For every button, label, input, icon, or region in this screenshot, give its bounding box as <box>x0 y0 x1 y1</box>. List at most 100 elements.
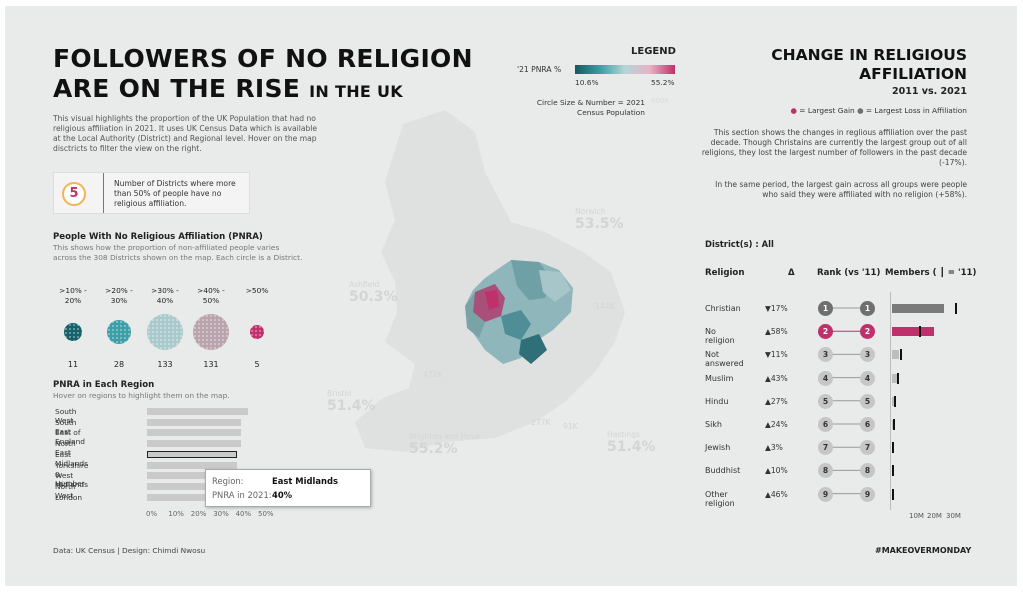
pnra-bin-label: >30% - 40% <box>151 286 179 305</box>
rank-2011-dot: 3 <box>860 347 875 363</box>
right-title-line-1: CHANGE IN RELIGIOUS <box>771 46 967 64</box>
pnra-bin-count: 28 <box>113 360 125 369</box>
religion-name[interactable]: Sikh <box>705 420 723 429</box>
members-2021-bar <box>892 373 900 383</box>
rank-2021-dot: 8 <box>818 463 833 479</box>
region-name[interactable]: London <box>55 492 83 502</box>
pnra-bin-count: 11 <box>67 360 79 369</box>
pnra-bin-label: >20% - 30% <box>105 286 133 305</box>
districts-count-circle: 5 <box>62 182 86 206</box>
right-legend: ● = Largest Gain ● = Largest Loss in Aff… <box>705 106 967 115</box>
region-bar[interactable] <box>147 418 242 426</box>
rank-2011-dot: 6 <box>860 417 875 432</box>
religion-name[interactable]: Not answered <box>705 350 744 369</box>
region-name[interactable]: South West <box>55 407 77 425</box>
religion-delta: ▲27% <box>765 396 788 406</box>
right-title: CHANGE IN RELIGIOUS AFFILIATION <box>745 46 967 84</box>
pnra-bin-label: >10% - 20% <box>59 286 87 305</box>
main-title: FOLLOWERS OF NO RELIGION ARE ON THE RISE… <box>53 44 473 107</box>
religion-delta: ▼17% <box>765 304 788 313</box>
region-name[interactable]: North West <box>55 481 76 500</box>
religion-delta: ▲43% <box>765 373 788 383</box>
region-name[interactable]: Yorkshire & Humber <box>55 460 89 488</box>
religion-delta: ▲58% <box>765 327 788 337</box>
religion-delta: ▲3% <box>765 443 783 453</box>
loss-dot-icon: ● <box>857 106 864 115</box>
region-bar[interactable] <box>147 450 237 458</box>
tooltip-pnra-value: 40% <box>272 490 293 500</box>
pnra-bin-count: 5 <box>254 360 260 369</box>
pnra-bin-cluster[interactable] <box>250 325 264 339</box>
members-2011-tick <box>893 395 896 407</box>
members-axis-tick: 30M <box>946 512 961 520</box>
tooltip-region-label: Region: <box>212 476 244 486</box>
region-bar[interactable] <box>147 493 237 501</box>
members-2021-bar <box>892 350 899 360</box>
map-label-norwich: Norwich 53.5% <box>575 207 624 232</box>
region-name[interactable]: North East <box>55 439 76 458</box>
map-label-brighton: Brighton and Hove 55.2% <box>409 432 481 457</box>
callout-divider <box>103 173 104 213</box>
map-label-hastings: Hastings 51.4% <box>607 430 656 455</box>
religion-delta: ▲24% <box>765 420 788 429</box>
districts-callout-text: Number of Districts where more than 50% … <box>114 179 236 208</box>
legend-circle-example: 600K <box>651 97 669 105</box>
members-2021-bar <box>892 396 894 406</box>
pnra-bin-cluster[interactable] <box>147 314 183 350</box>
regions-title: PNRA in Each Region <box>53 380 155 390</box>
region-bar[interactable] <box>147 472 237 480</box>
region-name[interactable]: South East <box>55 417 77 436</box>
region-name[interactable]: East Midlands <box>55 449 88 468</box>
rank-2021-dot: 9 <box>818 486 833 502</box>
pnra-bin-cluster[interactable] <box>64 323 82 341</box>
tooltip-region-value: East Midlands <box>272 476 338 486</box>
region-axis-tick: 40% <box>235 510 252 518</box>
legend-pnra-label: '21 PNRA % <box>517 65 562 74</box>
rank-2021-dot: 4 <box>818 370 833 386</box>
religion-delta: ▼11% <box>765 350 788 360</box>
rank-2011-dot: 4 <box>860 370 875 386</box>
religion-name[interactable]: Buddhist <box>705 466 741 476</box>
legend-circle-text: Circle Size & Number = 2021 Census Popul… <box>505 98 645 118</box>
pnra-bin-count: 133 <box>157 360 173 369</box>
region-name[interactable]: West Midlands <box>55 471 88 490</box>
title-line-2: ARE ON THE RISE IN THE UK <box>53 74 473 107</box>
legend-circle-text-1: Circle Size & Number = 2021 <box>536 98 645 107</box>
religion-name[interactable]: Muslim <box>705 373 734 383</box>
legend-gain-text: = Largest Gain <box>799 106 855 115</box>
legend-tail-text: in Affiliation <box>922 106 967 115</box>
religion-name[interactable]: Other religion <box>705 489 735 508</box>
religion-name[interactable]: Christian <box>705 304 741 313</box>
members-2011-tick <box>897 372 900 384</box>
map-label-bristol: Bristol 51.4% <box>327 389 376 414</box>
members-2021-bar <box>892 304 945 313</box>
region-bar[interactable] <box>147 461 237 469</box>
religion-name[interactable]: Hindu <box>705 396 729 406</box>
region-name[interactable]: East of England <box>55 428 86 447</box>
members-2011-tick <box>892 442 895 454</box>
region-bar[interactable] <box>147 429 242 437</box>
region-bar[interactable] <box>147 440 242 448</box>
right-paragraph-1: This section shows the changes in reglio… <box>701 128 967 167</box>
tooltip-pnra-label: PNRA in 2021: <box>212 490 272 500</box>
legend-max: 55.2% <box>651 78 675 87</box>
members-axis-tick: 10M <box>909 512 924 520</box>
regions-subtitle: Hover on regions to highlight them on th… <box>53 391 230 400</box>
pnra-bin-cluster[interactable] <box>107 320 131 344</box>
members-2011-tick <box>918 326 921 338</box>
religion-name[interactable]: No religion <box>705 327 735 346</box>
uk-district-map[interactable] <box>325 102 655 482</box>
dashboard-canvas: FOLLOWERS OF NO RELIGION ARE ON THE RISE… <box>5 6 1017 586</box>
members-axis-line <box>890 292 891 510</box>
legend-min: 10.6% <box>575 78 599 87</box>
district-filter[interactable]: District(s) : All <box>705 239 774 249</box>
right-title-line-2: AFFILIATION <box>859 65 967 83</box>
members-2021-bar <box>892 327 935 337</box>
pnra-bin-cluster[interactable] <box>193 314 229 350</box>
region-axis-tick: 0% <box>146 510 158 518</box>
religion-name[interactable]: Jewish <box>705 443 731 453</box>
region-bar[interactable] <box>147 482 237 490</box>
region-bar[interactable] <box>147 408 248 415</box>
title-line-2-text: ARE ON THE RISE <box>53 74 301 103</box>
members-2011-tick <box>955 303 958 314</box>
